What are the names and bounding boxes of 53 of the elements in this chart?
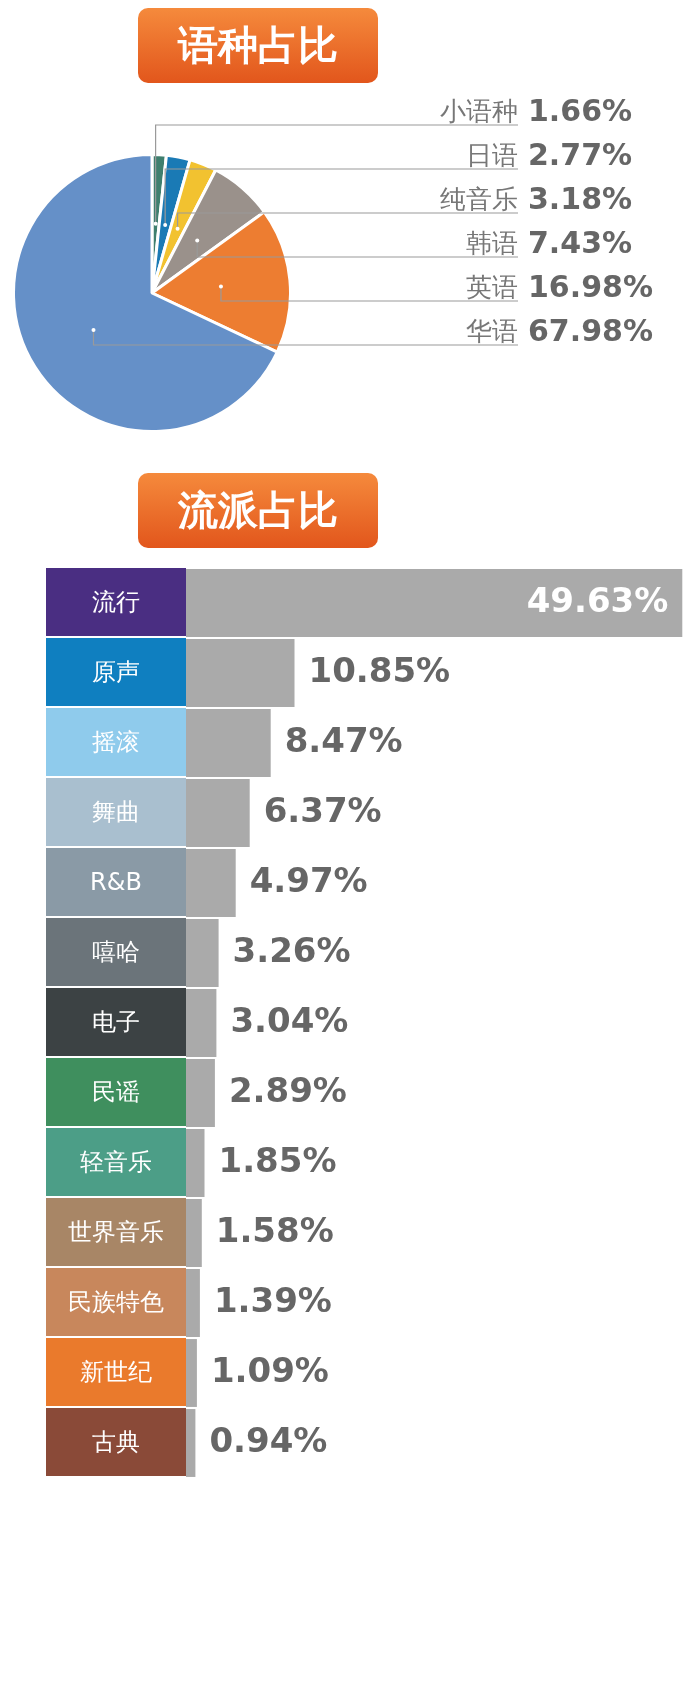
data-label: 1.39% [213,1279,332,1320]
y-tick-label: 世界音乐 [46,1198,186,1266]
y-tick-label: 舞曲 [46,778,186,846]
y-tick-label: 古典 [46,1408,186,1476]
y-tick-label: 原声 [46,638,186,706]
data-label: 1.58% [215,1209,334,1250]
y-tick-label: 民谣 [46,1058,186,1126]
chart-title: 语种占比 [138,8,378,83]
bar [186,1339,197,1407]
y-tick-label: 摇滚 [46,708,186,776]
slice-label: 韩语 [466,227,518,258]
data-label: 1.66% [528,92,633,128]
data-label: 0.94% [209,1419,328,1460]
bar [186,639,295,707]
y-tick-label: R&B [46,848,186,916]
y-tick-label: 新世纪 [46,1338,186,1406]
bar [186,849,236,917]
bar [186,919,219,987]
data-label: 2.89% [228,1069,347,1110]
bar [186,989,217,1057]
data-label: 3.04% [230,999,349,1040]
y-tick-label: 民族特色 [46,1268,186,1336]
data-label: 16.98% [528,268,653,304]
data-label: 49.63% [526,579,669,620]
data-label: 3.26% [232,929,351,970]
data-label: 7.43% [528,224,633,260]
y-tick-label: 轻音乐 [46,1128,186,1196]
y-tick-label: 流行 [46,568,186,636]
bar [186,1059,215,1127]
bar [186,779,250,847]
slice-label: 日语 [466,139,518,170]
bar [186,569,683,637]
y-tick-label: 嘻哈 [46,918,186,986]
data-label: 3.18% [528,180,633,216]
data-label: 1.85% [218,1139,337,1180]
y-tick-label: 电子 [46,988,186,1056]
bar [186,1129,205,1197]
slice-label: 英语 [466,271,518,302]
data-label: 8.47% [284,719,403,760]
data-label: 10.85% [308,649,451,690]
bar [186,1269,200,1337]
data-label: 2.77% [528,136,633,172]
chart-title: 流派占比 [138,473,378,548]
slice-label: 纯音乐 [440,183,518,214]
bar [186,709,271,777]
data-label: 67.98% [528,312,653,348]
slice-label: 华语 [466,315,518,346]
data-label: 6.37% [263,789,382,830]
slice-label: 小语种 [440,95,518,126]
bar [186,1199,202,1267]
data-label: 1.09% [210,1349,329,1390]
data-label: 4.97% [249,859,368,900]
bar [186,1409,196,1477]
